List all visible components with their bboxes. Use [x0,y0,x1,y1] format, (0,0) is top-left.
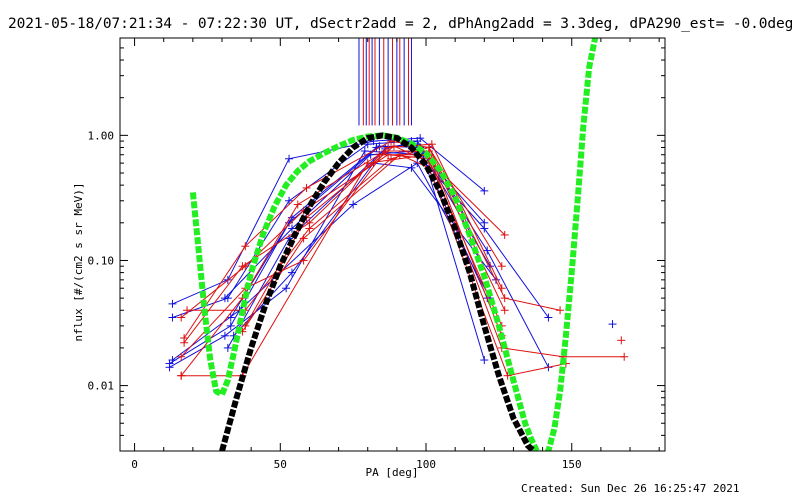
created-timestamp: Created: Sun Dec 26 16:25:47 2021 [521,482,740,495]
red-3-point [500,306,509,315]
chart-title: 2021-05-18/07:21:34 - 07:22:30 UT, dSect… [8,16,794,32]
green-fit [189,38,599,451]
red-9-line [180,154,503,336]
y-tick-label: 1.00 [88,129,115,142]
red-5-point [389,142,398,151]
red-6-point [305,224,314,233]
red-6-point [387,154,396,163]
red-1-point [497,262,506,271]
blue-6-point [480,224,489,233]
blue-8-point [407,163,416,172]
red-7-point [503,371,512,380]
blue-4-point [282,284,291,293]
blue-7-point [223,343,232,352]
red-5-point [500,230,509,239]
blue-1-point [480,186,489,195]
blue-1-point [168,299,177,308]
red-2-point [180,338,189,347]
red-7-point [395,150,404,159]
x-tick-label: 50 [274,458,287,471]
blue-extra-point [608,320,617,329]
blue-4-point [165,363,174,372]
red-1-point [302,183,311,192]
red-2-line [183,143,503,344]
red-8-line [181,154,625,377]
x-tick-label: 150 [562,458,582,471]
red-6-point [500,294,509,303]
red-6-point [556,306,565,315]
blue-6-line [224,150,549,318]
blue-7-point [483,246,492,255]
red-9-point [384,150,393,159]
blue-8-point [287,268,296,277]
blue-2-point [363,140,372,149]
blue-1-point [285,154,294,163]
red-9-point [177,313,186,322]
blue-4-point [220,331,229,340]
red-4-point [293,200,302,209]
red-1-line [183,140,503,339]
blue-3-point [226,321,235,330]
red-6-line [187,146,561,311]
blue-4-point [360,146,369,155]
blue-4-point [480,356,489,365]
blue-6-point [220,294,229,303]
black-fit [219,132,536,451]
x-tick-label: 100 [416,458,436,471]
x-axis-label: PA [deg] [366,466,419,479]
blue-2-point [168,313,177,322]
vertical-markers [358,38,412,126]
red-8-point [620,352,629,361]
red-3-point [299,256,308,265]
y-axis-label: nflux [#/(cm2 s sr MeV)] [72,183,85,342]
blue-7-point [413,137,422,146]
blue-9-point [168,356,177,365]
plot-frame [119,37,666,452]
blue-6-point [544,313,553,322]
red-8-point [363,159,372,168]
red-8-point [177,371,186,380]
red-5-point [241,321,250,330]
blue-1-line [172,137,485,305]
red-9-point [241,262,250,271]
x-tick-label: 0 [131,458,138,471]
red-extra-point [617,336,626,345]
fit-curves [189,38,599,451]
red-2-point [497,284,506,293]
red-1-point [241,242,250,251]
blue-7-line [227,140,549,368]
y-tick-label: 0.01 [88,380,115,393]
y-tick-label: 0.10 [88,254,115,267]
axes: 0 50 100 150 0.01 0.10 1.00 [88,37,665,471]
red-6-point [424,143,433,152]
blue-6-point [287,224,296,233]
red-3-point [177,352,186,361]
blue-9-point [349,200,358,209]
blue-5-point [226,313,235,322]
blue-2-point [285,196,294,205]
data-series [165,134,629,380]
red-7-point [299,234,308,243]
red-7-line [241,154,567,377]
